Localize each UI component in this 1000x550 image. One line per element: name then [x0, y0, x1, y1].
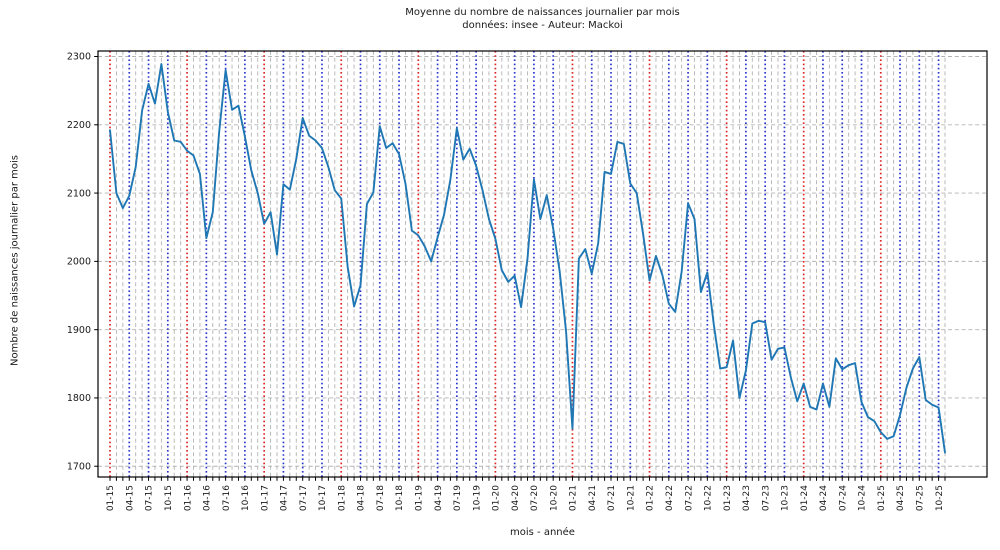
svg-text:01-18: 01-18 [337, 485, 347, 511]
svg-text:01-24: 01-24 [800, 485, 810, 511]
svg-text:10-21: 10-21 [626, 485, 636, 511]
svg-text:2300: 2300 [67, 52, 91, 63]
svg-text:2000: 2000 [67, 257, 91, 268]
svg-text:10-19: 10-19 [472, 485, 482, 511]
svg-text:10-22: 10-22 [704, 485, 714, 511]
chart-title: Moyenne du nombre de naissances journali… [98, 7, 987, 32]
svg-text:1800: 1800 [67, 393, 91, 404]
svg-text:10-15: 10-15 [164, 485, 174, 511]
svg-text:10-17: 10-17 [318, 485, 328, 511]
svg-text:04-15: 04-15 [125, 485, 135, 511]
svg-text:1900: 1900 [67, 325, 91, 336]
svg-text:04-22: 04-22 [665, 485, 675, 511]
svg-text:04-23: 04-23 [742, 485, 752, 511]
svg-text:04-24: 04-24 [819, 485, 829, 511]
svg-text:10-24: 10-24 [858, 485, 868, 511]
svg-text:01-22: 01-22 [646, 485, 656, 511]
svg-text:10-18: 10-18 [395, 485, 405, 511]
y-axis-label: Nombre de naissances journalier par mois [9, 155, 21, 367]
svg-text:07-16: 07-16 [222, 485, 232, 511]
svg-text:07-17: 07-17 [299, 485, 309, 511]
svg-text:07-18: 07-18 [376, 485, 386, 511]
svg-text:04-18: 04-18 [357, 485, 367, 511]
svg-text:04-20: 04-20 [511, 485, 521, 511]
svg-text:07-22: 07-22 [684, 485, 694, 511]
svg-text:01-15: 01-15 [106, 485, 116, 511]
svg-text:10-20: 10-20 [549, 485, 559, 511]
svg-text:01-25: 01-25 [877, 485, 887, 511]
svg-text:10-23: 10-23 [781, 485, 791, 511]
svg-text:04-17: 04-17 [280, 485, 290, 511]
svg-text:10-16: 10-16 [241, 485, 251, 511]
svg-text:01-21: 01-21 [569, 485, 579, 511]
chart-title-line2: données: insee - Auteur: Mackoi [462, 19, 623, 31]
svg-text:01-16: 01-16 [183, 485, 193, 511]
svg-text:07-20: 07-20 [530, 485, 540, 511]
svg-text:04-16: 04-16 [203, 485, 213, 511]
svg-text:04-19: 04-19 [434, 485, 444, 511]
x-axis-label: mois - année [510, 527, 575, 538]
svg-text:01-19: 01-19 [415, 485, 425, 511]
svg-text:1700: 1700 [67, 461, 91, 472]
svg-text:2100: 2100 [67, 188, 91, 199]
chart-title-line1: Moyenne du nombre de naissances journali… [405, 7, 680, 18]
svg-text:01-23: 01-23 [723, 485, 733, 511]
svg-text:07-24: 07-24 [838, 485, 848, 511]
svg-text:2200: 2200 [67, 120, 91, 131]
svg-text:07-21: 07-21 [607, 485, 617, 511]
svg-text:07-15: 07-15 [145, 485, 155, 511]
svg-text:04-25: 04-25 [896, 485, 906, 511]
svg-text:07-25: 07-25 [916, 485, 926, 511]
svg-text:01-17: 01-17 [260, 485, 270, 511]
svg-text:07-19: 07-19 [453, 485, 463, 511]
svg-text:07-23: 07-23 [761, 485, 771, 511]
svg-text:10-25: 10-25 [935, 485, 945, 511]
svg-text:01-20: 01-20 [492, 485, 502, 511]
svg-text:04-21: 04-21 [588, 485, 598, 511]
